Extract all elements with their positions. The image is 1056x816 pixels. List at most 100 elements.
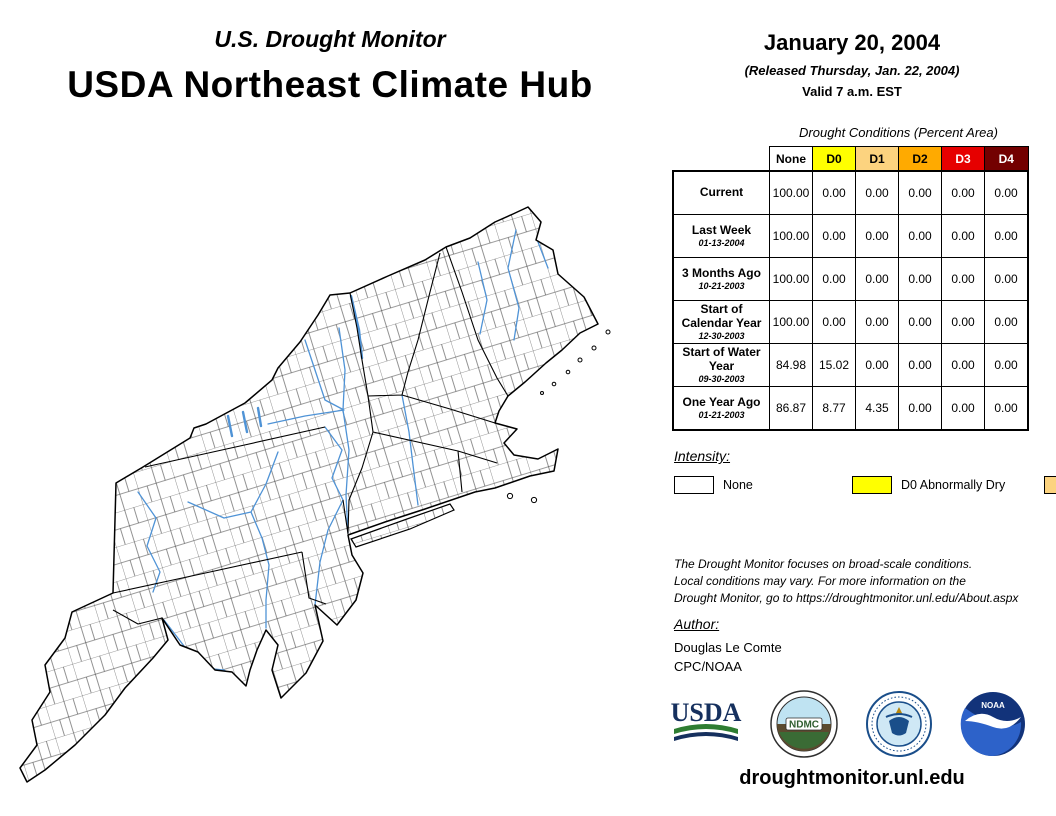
value-cell: 0.00 — [984, 300, 1029, 344]
author-name: Douglas Le Comte — [674, 640, 782, 655]
value-cell: 100.00 — [769, 257, 813, 301]
disclaimer-text: The Drought Monitor focuses on broad-sca… — [674, 556, 1046, 606]
row-label: Start of Water Year — [682, 345, 761, 373]
row-date: 09-30-2003 — [698, 373, 745, 384]
d0-swatch — [852, 475, 892, 494]
table-row-3-months-ago: 3 Months Ago 10-21-2003 100.00 0.00 0.00 … — [672, 257, 1029, 301]
value-cell: 15.02 — [812, 343, 856, 387]
row-date: 01-13-2004 — [698, 238, 745, 249]
value-cell: 0.00 — [941, 214, 985, 258]
table-row-last-week: Last Week 01-13-2004 100.00 0.00 0.00 0.0… — [672, 214, 1029, 258]
disclaimer-line: The Drought Monitor focuses on broad-sca… — [674, 557, 973, 571]
intensity-legend: Intensity: None D0 Abnormally Dry D1 Mod… — [674, 448, 1056, 497]
value-cell: 0.00 — [855, 300, 899, 344]
value-cell: 0.00 — [898, 257, 942, 301]
date-block: January 20, 2004 (Released Thursday, Jan… — [672, 30, 1032, 99]
rivers — [137, 229, 549, 685]
svg-text:USDA: USDA — [671, 698, 742, 727]
value-cell: 0.00 — [941, 343, 985, 387]
value-cell: 0.00 — [855, 343, 899, 387]
value-cell: 0.00 — [984, 343, 1029, 387]
value-cell: 0.00 — [898, 170, 942, 215]
drought-conditions-table: None D0 D1 D2 D3 D4 Current 100.00 0.00 … — [672, 146, 1029, 431]
disclaimer-line: Drought Monitor, go to https://droughtmo… — [674, 590, 1019, 605]
legend-title: Intensity: — [674, 448, 731, 464]
author-org: CPC/NOAA — [674, 659, 742, 674]
value-cell: 0.00 — [984, 386, 1029, 431]
value-cell: 0.00 — [898, 214, 942, 258]
row-label: One Year Ago — [682, 394, 761, 409]
column-header-d0: D0 — [812, 146, 856, 172]
coastal-islands — [506, 329, 611, 504]
row-date: 12-30-2003 — [698, 330, 745, 341]
table-header-row: None D0 D1 D2 D3 D4 — [673, 146, 1029, 172]
value-cell: 84.98 — [769, 343, 813, 387]
legend-item-d1: D1 Moderate Drought — [1044, 472, 1056, 497]
column-header-none: None — [769, 146, 813, 172]
none-swatch — [674, 475, 714, 494]
legend-item-d0: D0 Abnormally Dry — [852, 472, 1044, 497]
northeast-drought-map — [10, 200, 670, 800]
value-cell: 86.87 — [769, 386, 813, 431]
value-cell: 0.00 — [855, 170, 899, 215]
map-svg — [19, 206, 611, 783]
value-cell: 0.00 — [812, 170, 856, 215]
value-cell: 0.00 — [898, 343, 942, 387]
value-cell: 8.77 — [812, 386, 856, 431]
table-caption: Drought Conditions (Percent Area) — [799, 125, 998, 140]
table-corner-cell — [673, 147, 770, 172]
value-cell: 0.00 — [984, 214, 1029, 258]
table-row-one-year-ago: One Year Ago 01-21-2003 86.87 8.77 4.35 0… — [672, 386, 1029, 431]
author-block: Author: Douglas Le Comte CPC/NOAA — [674, 616, 782, 674]
legend-label: D0 Abnormally Dry — [901, 477, 1006, 492]
column-header-d2: D2 — [898, 146, 942, 172]
value-cell: 0.00 — [941, 300, 985, 344]
table-row-start-calendar-year: Start of Calendar Year 12-30-2003 100.00 … — [672, 300, 1029, 344]
report-date: January 20, 2004 — [763, 30, 941, 55]
value-cell: 100.00 — [769, 300, 813, 344]
value-cell: 0.00 — [941, 170, 985, 215]
row-label: Current — [699, 185, 744, 200]
table-row-current: Current 100.00 0.00 0.00 0.00 0.00 0.00 — [672, 170, 1029, 215]
state-borders — [112, 246, 509, 625]
legend-label: None — [723, 477, 753, 492]
value-cell: 0.00 — [941, 257, 985, 301]
usda-logo: USDA — [670, 695, 742, 758]
row-label: 3 Months Ago — [682, 265, 761, 280]
noaa-logo: NOAA — [960, 691, 1026, 762]
row-label: Last Week — [691, 222, 752, 237]
value-cell: 0.00 — [984, 257, 1029, 301]
value-cell: 0.00 — [898, 300, 942, 344]
value-cell: 0.00 — [941, 386, 985, 431]
value-cell: 4.35 — [855, 386, 899, 431]
column-header-d1: D1 — [855, 146, 899, 172]
page-title: USDA Northeast Climate Hub — [67, 64, 593, 105]
value-cell: 0.00 — [984, 170, 1029, 215]
legend-item-none: None — [674, 472, 852, 497]
row-date: 10-21-2003 — [698, 281, 745, 292]
author-heading: Author: — [674, 616, 720, 632]
commerce-seal-logo — [866, 691, 932, 762]
value-cell: 0.00 — [898, 386, 942, 431]
value-cell: 100.00 — [769, 214, 813, 258]
column-header-d3: D3 — [941, 146, 985, 172]
value-cell: 0.00 — [855, 214, 899, 258]
value-cell: 0.00 — [855, 257, 899, 301]
column-header-d4: D4 — [984, 146, 1029, 172]
d1-swatch — [1044, 475, 1056, 494]
table-row-start-water-year: Start of Water Year 09-30-2003 84.98 15.0… — [672, 343, 1029, 387]
row-label: Start of Calendar Year — [681, 302, 762, 330]
site-url: droughtmonitor.unl.edu — [739, 767, 965, 789]
program-title: U.S. Drought Monitor — [214, 26, 446, 52]
valid-time: Valid 7 a.m. EST — [802, 84, 902, 99]
noaa-logo-text: NOAA — [981, 701, 1005, 710]
ndmc-logo-text: NDMC — [789, 720, 819, 731]
value-cell: 0.00 — [812, 214, 856, 258]
disclaimer-line: Local conditions may vary. For more info… — [674, 573, 966, 588]
partner-logos: USDA NDMC — [670, 690, 1026, 763]
value-cell: 0.00 — [812, 300, 856, 344]
row-date: 01-21-2003 — [698, 410, 745, 421]
value-cell: 100.00 — [769, 170, 813, 215]
released-date: (Released Thursday, Jan. 22, 2004) — [744, 63, 960, 78]
value-cell: 0.00 — [812, 257, 856, 301]
